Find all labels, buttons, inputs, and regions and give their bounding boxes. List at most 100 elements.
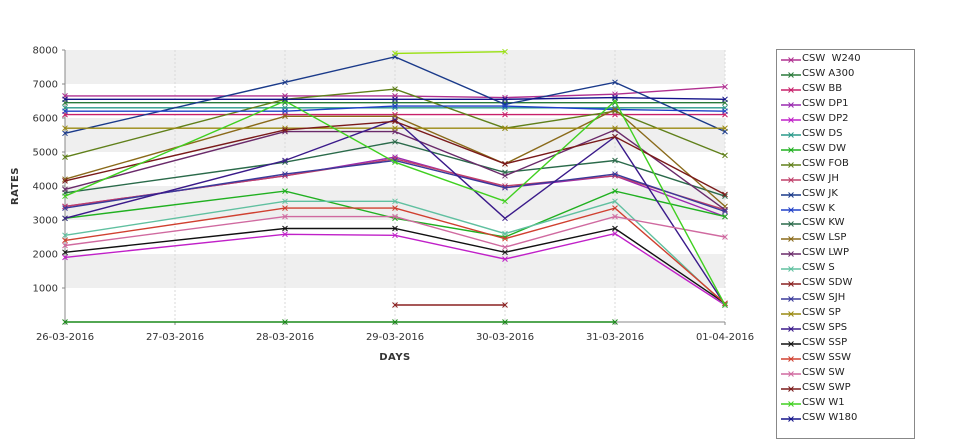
y-axis-label: RATES: [10, 167, 21, 205]
data-point: [502, 319, 508, 325]
legend-label: CSW LWP: [802, 247, 849, 259]
data-point: [62, 249, 68, 256]
series-line: [64, 120, 726, 196]
data-point: [502, 48, 508, 55]
data-point: [502, 125, 508, 132]
data-point: [62, 186, 68, 193]
legend-item: CSW SDW: [777, 276, 914, 291]
legend-item: CSW FOB: [777, 157, 914, 172]
data-point: [282, 113, 288, 120]
data-point: [62, 215, 68, 222]
legend-marker: [781, 356, 801, 362]
legend-marker: [781, 266, 801, 273]
x-tick-label: 01-04-2016: [696, 332, 754, 343]
data-point: [62, 232, 68, 239]
data-point: [62, 237, 68, 244]
data-point: [502, 161, 508, 167]
legend-marker: [781, 386, 801, 392]
data-point: [612, 319, 618, 325]
data-point: [612, 133, 618, 140]
x-axis-label: DAYS: [379, 352, 411, 363]
data-point: [612, 188, 618, 194]
data-point: [612, 106, 618, 113]
data-point: [502, 111, 508, 118]
legend-label: CSW S: [802, 262, 835, 274]
data-point: [502, 172, 508, 179]
y-tick-label: 2000: [33, 250, 58, 261]
legend-marker: [781, 251, 801, 258]
series-line: [64, 200, 726, 306]
data-point: [392, 319, 398, 325]
grid-bands: [64, 50, 726, 322]
data-point: [282, 108, 288, 115]
series-line: [64, 190, 726, 238]
legend-item: CSW DP2: [777, 112, 914, 127]
series-series-26: [62, 319, 618, 325]
data-point: [62, 125, 68, 132]
x-tick-label: 29-03-2016: [366, 332, 424, 343]
data-point: [722, 83, 728, 90]
legend-item: CSW SSP: [777, 336, 914, 351]
series-line: [64, 207, 726, 304]
legend-marker: [781, 72, 801, 78]
legend-marker: [781, 281, 801, 288]
series-csw-w180: [62, 94, 728, 103]
data-point: [502, 184, 508, 191]
legend-label: CSW SPS: [802, 322, 848, 334]
data-point: [62, 193, 68, 200]
legend-marker: [781, 116, 801, 123]
legend-marker: [781, 101, 801, 108]
legend-item: CSW SJH: [777, 291, 914, 306]
data-point: [62, 130, 68, 137]
series-line: [64, 118, 726, 306]
legend-marker: [781, 191, 801, 198]
x-tick-label: 28-03-2016: [256, 332, 314, 343]
data-point: [282, 79, 288, 86]
data-point: [392, 198, 398, 205]
data-point: [62, 96, 68, 103]
series-line: [64, 99, 726, 306]
data-point: [282, 188, 288, 194]
data-point: [282, 213, 288, 220]
legend-marker: [781, 400, 801, 407]
data-point: [612, 230, 618, 237]
legend-label: CSW DW: [802, 142, 846, 154]
legend-item: CSW SP: [777, 306, 914, 321]
series-line: [64, 141, 726, 197]
data-point: [392, 96, 398, 103]
y-axis: 1000 2000 3000 4000 5000 6000 7000 8000: [33, 46, 66, 322]
series-csw-swp: [62, 118, 728, 198]
legend-label: CSW JH: [802, 172, 839, 184]
data-point: [502, 103, 508, 109]
data-point: [392, 50, 398, 57]
legend-item: CSW SSW: [777, 351, 914, 366]
legend-item: CSW W240: [777, 52, 914, 67]
legend-marker: [781, 236, 801, 243]
data-point: [722, 152, 728, 159]
legend-item: CSW DS: [777, 127, 914, 142]
legend-label: CSW A300: [802, 67, 855, 79]
legend-marker: [781, 131, 801, 138]
data-point: [502, 249, 508, 256]
data-point: [282, 127, 288, 133]
data-point: [612, 225, 618, 232]
series-line: [65, 105, 726, 112]
series-csw-bb: [62, 111, 728, 118]
legend-item: CSW K: [777, 202, 914, 217]
series-csw-s: [62, 198, 728, 308]
legend-item: CSW W180: [777, 411, 914, 426]
series-csw-w1: [62, 98, 728, 308]
legend-item: CSW KW: [777, 216, 914, 231]
series-csw-sdw: [392, 302, 508, 308]
data-point: [62, 242, 68, 249]
data-point: [282, 205, 288, 211]
data-point: [502, 230, 508, 237]
data-point: [722, 108, 728, 115]
data-point: [612, 157, 618, 164]
legend-marker: [781, 87, 801, 93]
legend-item: CSW BB: [777, 82, 914, 97]
legend-marker: [781, 176, 801, 183]
legend-marker: [781, 415, 801, 422]
data-point: [612, 79, 618, 86]
series-line: [64, 227, 726, 304]
